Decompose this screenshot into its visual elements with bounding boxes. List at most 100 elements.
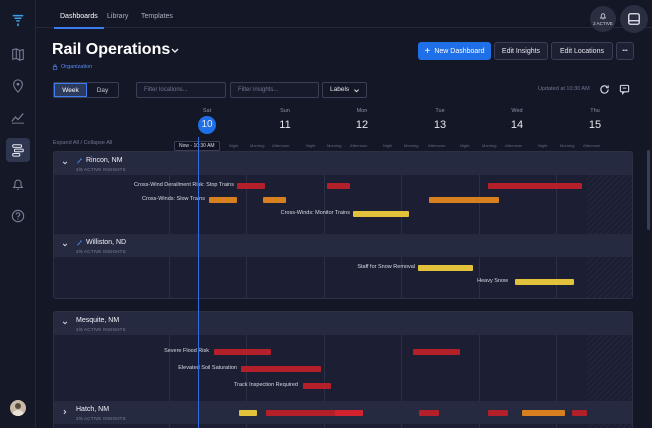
page-title: Rail Operations — [52, 41, 171, 58]
insight-bar[interactable] — [488, 183, 582, 189]
refresh-icon[interactable] — [599, 84, 610, 95]
insight-bar[interactable] — [429, 197, 499, 203]
day-header-sat: Sat 10 — [195, 108, 219, 134]
chevron-down-icon[interactable] — [62, 320, 68, 326]
insight-bar[interactable] — [266, 410, 363, 416]
insight-bar[interactable] — [353, 211, 409, 217]
slot-label: Morning — [404, 143, 419, 148]
insight-bar[interactable] — [237, 183, 265, 189]
insight-bar[interactable] — [263, 197, 286, 203]
slot-label: Afternoon — [350, 143, 368, 148]
more-options-button[interactable]: ••• — [616, 42, 634, 60]
edit-locations-button[interactable]: Edit Locations — [551, 42, 613, 60]
slot-label: Night — [306, 143, 316, 148]
day-header-mon: Mon 12 — [350, 108, 374, 131]
tab-dashboards[interactable]: Dashboards — [54, 0, 104, 29]
timeline-dashboard-icon[interactable] — [6, 138, 30, 162]
day-name: Sat — [202, 108, 212, 114]
future-hatched-area — [587, 152, 632, 298]
insight-label: Elevated Soil Saturation — [178, 365, 237, 371]
updated-timestamp: Updated at 10:30 AM — [538, 86, 590, 92]
day-date: 14 — [510, 119, 524, 131]
comment-icon[interactable] — [619, 84, 630, 95]
insight-bar[interactable] — [214, 349, 271, 355]
insight-label: Heavy Snow — [477, 278, 508, 284]
map-icon[interactable] — [8, 44, 28, 64]
slot-label: Night — [383, 143, 393, 148]
scrollbar[interactable] — [647, 150, 650, 230]
location-pin-icon[interactable] — [8, 76, 28, 96]
day-date: 10 — [198, 116, 216, 134]
insight-bar[interactable] — [335, 410, 363, 416]
edit-insights-button[interactable]: Edit Insights — [494, 42, 548, 60]
chevron-down-icon — [354, 89, 359, 93]
inbox-button[interactable] — [620, 5, 648, 33]
location-header-rincon[interactable]: Rincon, NM 2/5 ACTIVE INSIGHTS — [54, 152, 632, 175]
pin-icon — [76, 157, 83, 164]
insight-label: Staff for Snow Removal — [357, 264, 415, 270]
location-name-label: Hatch, NM — [76, 406, 110, 413]
insight-bar[interactable] — [418, 265, 473, 271]
location-header-mesquite[interactable]: Mesquite, NM 2/5 ACTIVE INSIGHTS — [54, 312, 632, 335]
insight-bar[interactable] — [488, 410, 508, 416]
lock-icon — [52, 64, 58, 70]
insight-bar[interactable] — [572, 410, 587, 416]
insight-bar[interactable] — [327, 183, 350, 189]
insight-label: Cross-Winds: Monitor Trains — [280, 210, 350, 216]
pinned-locations-panel: Rincon, NM 2/5 ACTIVE INSIGHTS Cross-Win… — [53, 151, 633, 299]
insight-bar[interactable] — [241, 366, 321, 372]
location-name: Williston, ND — [76, 239, 126, 246]
tab-templates[interactable]: Templates — [141, 13, 173, 20]
labels-dropdown-value: Labels — [330, 86, 350, 93]
filter-insights-input[interactable]: Filter insights... — [230, 82, 319, 98]
location-name-label: Mesquite, NM — [76, 317, 120, 324]
help-icon[interactable] — [8, 206, 28, 226]
insight-bar[interactable] — [209, 197, 237, 203]
insight-bar[interactable] — [515, 279, 574, 285]
alerts-count: 2 ACTIVE — [593, 21, 613, 26]
chevron-down-icon[interactable] — [170, 47, 180, 55]
chevron-right-icon[interactable] — [62, 409, 68, 415]
location-name: Mesquite, NM — [76, 317, 119, 324]
sidebar — [0, 0, 36, 428]
active-insights-count: 2/5 ACTIVE INSIGHTS — [76, 327, 126, 332]
new-dashboard-button[interactable]: + New Dashboard — [418, 42, 491, 60]
day-date: 11 — [279, 119, 291, 131]
chevron-down-icon[interactable] — [62, 160, 68, 166]
day-date: 12 — [355, 119, 369, 131]
insight-label: Track Inspection Required — [234, 382, 298, 388]
expand-collapse-all[interactable]: Expand All / Collapse All — [53, 140, 113, 146]
avatar[interactable] — [10, 400, 26, 416]
alerts-button[interactable]: 2 ACTIVE — [590, 6, 616, 32]
location-name-label: Rincon, NM — [86, 157, 123, 164]
day-name: Thu — [590, 108, 600, 114]
bell-settings-icon[interactable] — [8, 174, 28, 194]
organization-link[interactable]: Organization — [52, 64, 92, 70]
insight-bar[interactable] — [413, 349, 460, 355]
tab-library[interactable]: Library — [107, 13, 129, 20]
day-name: Mon — [356, 108, 368, 114]
view-toggle: Week Day — [53, 82, 119, 98]
slot-label: Morning — [250, 143, 265, 148]
week-view-button[interactable]: Week — [54, 83, 87, 97]
day-header-thu: Thu 15 — [583, 108, 607, 131]
insight-bar[interactable] — [303, 383, 331, 389]
trend-chart-icon[interactable] — [8, 107, 28, 127]
filter-locations-input[interactable]: Filter locations... — [136, 82, 226, 98]
labels-dropdown[interactable]: Labels — [322, 82, 367, 98]
location-header-hatch[interactable]: Hatch, NM 2/5 ACTIVE INSIGHTS — [54, 401, 632, 424]
day-view-button[interactable]: Day — [96, 86, 109, 94]
day-header-tue: Tue 13 — [428, 108, 452, 131]
top-nav: Dashboards Library Templates — [36, 0, 652, 29]
logo-icon[interactable] — [8, 10, 28, 30]
chevron-down-icon[interactable] — [62, 242, 68, 248]
insight-bar[interactable] — [522, 410, 565, 416]
insight-bar[interactable] — [419, 410, 439, 416]
insight-bar[interactable] — [239, 410, 257, 416]
day-name: Sun — [280, 108, 290, 114]
location-header-williston[interactable]: Williston, ND 2/5 ACTIVE INSIGHTS — [54, 234, 632, 257]
plus-icon: + — [424, 45, 431, 57]
day-date: 13 — [433, 119, 447, 131]
slot-label: Night — [538, 143, 548, 148]
